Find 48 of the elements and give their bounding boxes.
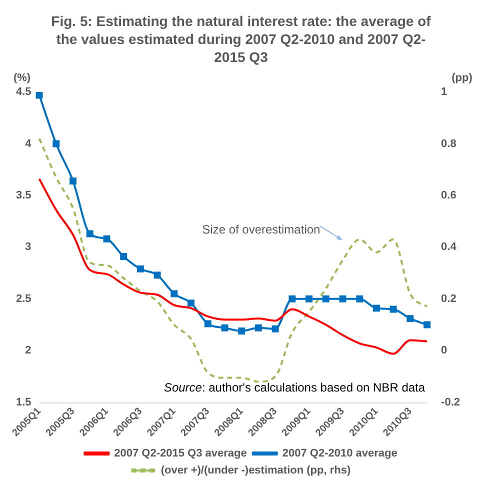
point: [424, 321, 431, 328]
line-series: [38, 138, 428, 383]
y2-tick-label: 0.6: [441, 189, 456, 202]
y-tick-label: 4: [25, 138, 32, 150]
point: [103, 235, 110, 242]
point: [188, 300, 194, 307]
y-tick-label: 2: [25, 344, 32, 357]
point: [356, 295, 364, 302]
y2-tick-label: 0.4: [441, 241, 458, 254]
point: [36, 92, 43, 99]
point: [86, 230, 94, 238]
annotation: Source: author's calculations based on NBR data: [164, 380, 426, 395]
point: [339, 295, 346, 302]
y2-tick-label: 1: [441, 86, 448, 98]
point: [406, 315, 414, 322]
line-series: [38, 178, 428, 355]
point: [170, 290, 178, 298]
y-tick-label: 2.5: [16, 292, 32, 305]
y2-tick-label: 0.8: [441, 138, 456, 150]
y2-tick-label: -0.2: [441, 396, 460, 408]
y-tick-label: 3: [25, 241, 32, 254]
point: [322, 295, 330, 302]
legend-label: 2007 Q2-2010 average: [282, 448, 398, 460]
chart-title: Fig. 5: Estimating the natural interest rate: the average of the values estimated during 2007 Q2-2010 and 2007 Q2-2015 Q3: [50, 12, 432, 66]
point: [272, 325, 279, 332]
point: [120, 253, 128, 260]
y-axis-title: (%): [13, 72, 31, 84]
y2-tick-label: 0: [441, 344, 448, 357]
point: [238, 327, 246, 334]
y-tick-label: 3.5: [16, 189, 32, 202]
y2-axis-title: (pp): [452, 72, 473, 84]
point: [136, 265, 144, 272]
point: [204, 320, 212, 328]
y-tick-label: 4.5: [16, 86, 32, 98]
point: [254, 324, 262, 332]
annotation: Size of overestimation: [202, 222, 320, 236]
point: [221, 324, 228, 332]
point: [52, 140, 60, 148]
point: [390, 306, 397, 313]
point: [372, 304, 380, 312]
y-tick-label: 1.5: [16, 396, 32, 408]
y2-tick-label: 0.2: [441, 292, 456, 305]
point: [154, 272, 161, 279]
legend-label: 2007 Q2-2015 Q3 average: [114, 448, 247, 460]
point: [288, 295, 296, 302]
legend-label: (over +)/(under -)estimation (pp, rhs): [160, 464, 351, 477]
point: [70, 177, 76, 184]
point: [306, 295, 313, 302]
